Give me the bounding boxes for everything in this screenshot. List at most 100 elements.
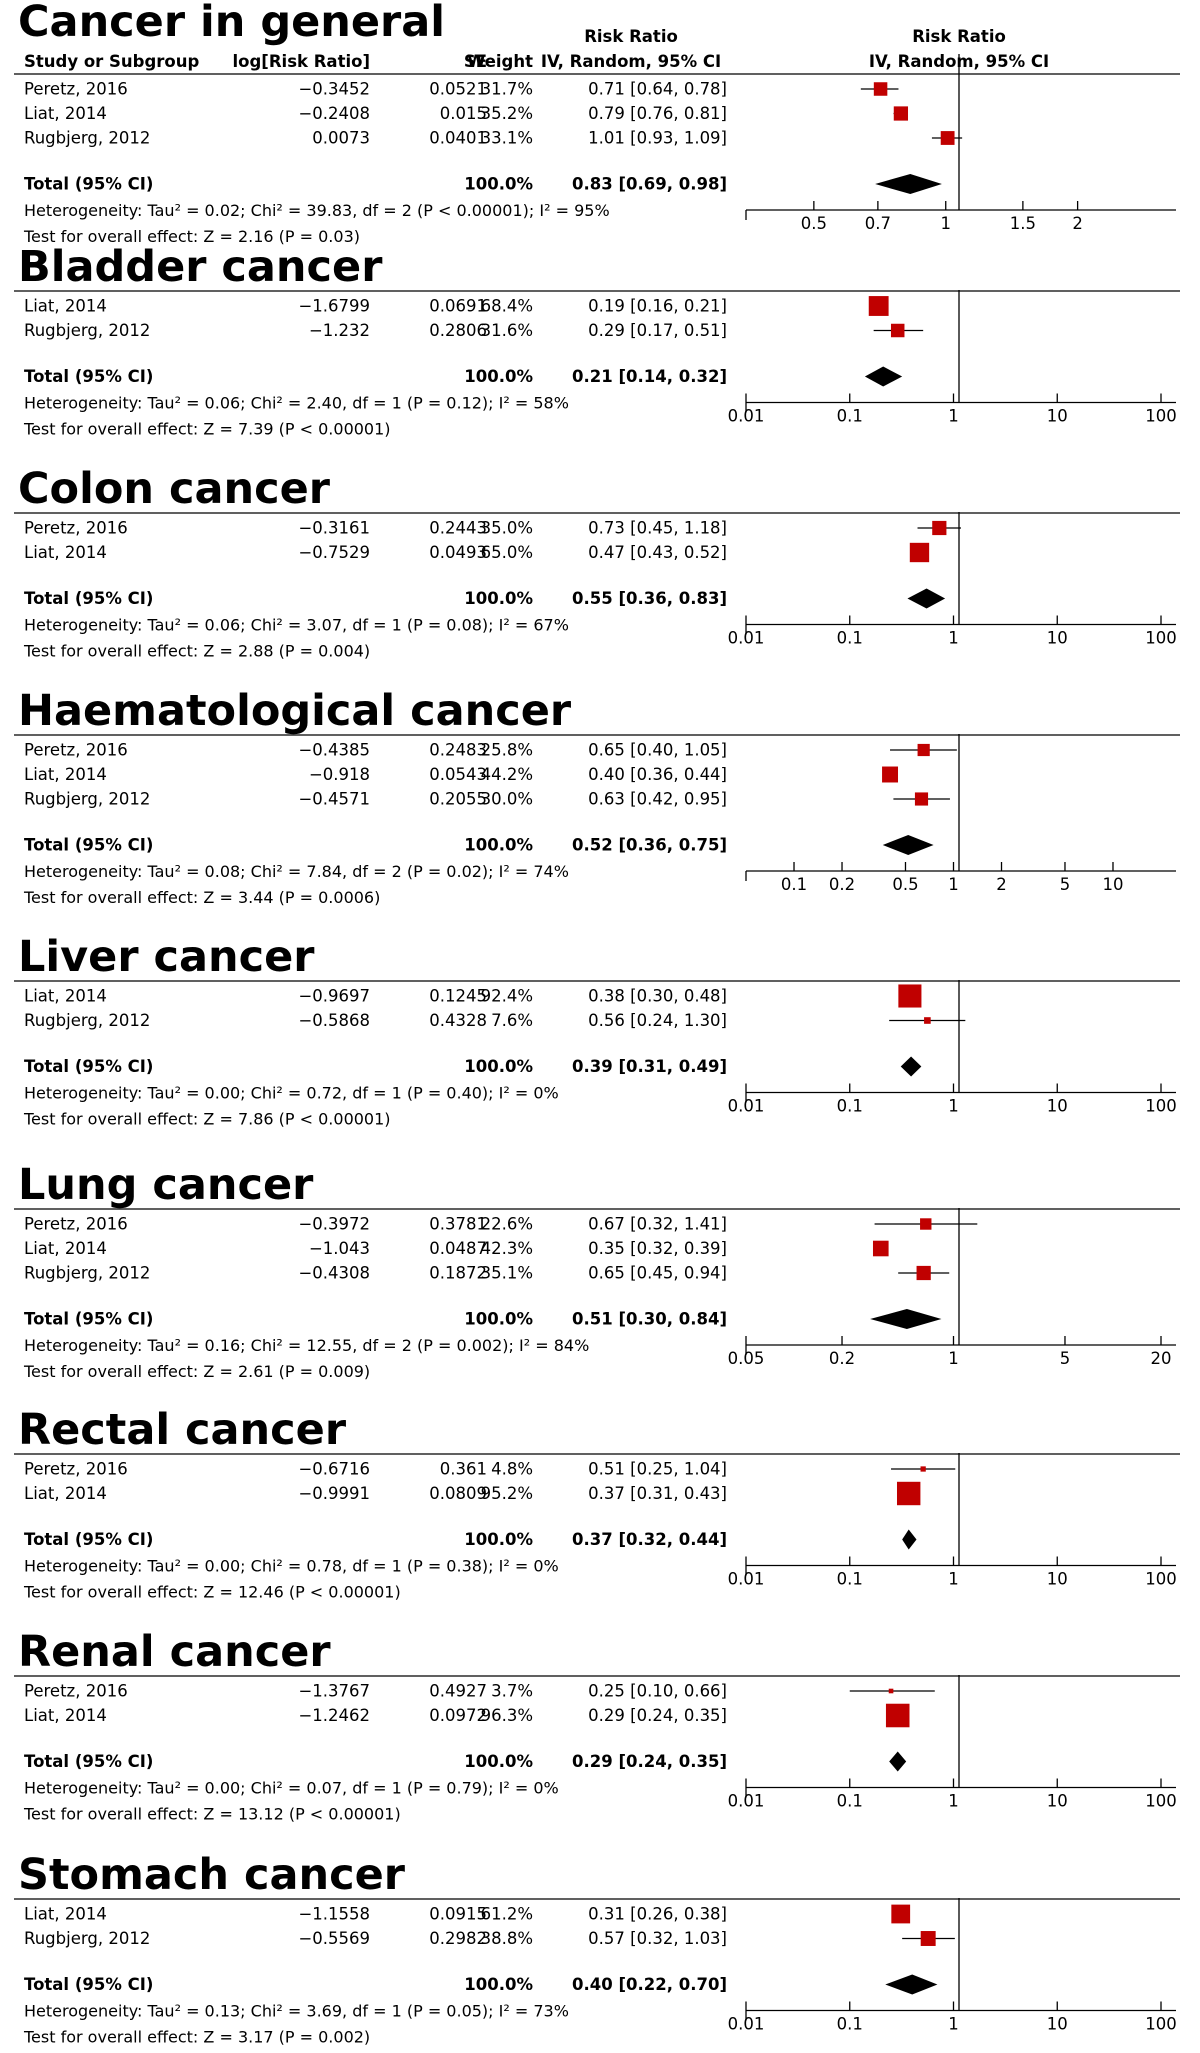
study-se: 0.4328 (429, 1011, 487, 1030)
study-weight: 44.2% (481, 765, 533, 784)
total-row: Total (95% CI) 100.0% 0.83 [0.69, 0.98] (24, 174, 942, 194)
overall-effect-note: Test for overall effect: Z = 3.17 (P = 0… (23, 2028, 370, 2047)
overall-effect-note: Test for overall effect: Z = 7.86 (P < 0… (23, 1110, 391, 1129)
study-marker (872, 1240, 889, 1257)
study-name: Liat, 2014 (24, 543, 107, 562)
total-weight: 100.0% (464, 1530, 533, 1549)
axis-tick-label: 0.1 (837, 629, 863, 648)
study-log-rr: −0.4308 (298, 1264, 370, 1283)
axis-tick-label: 1 (948, 875, 959, 894)
study-weight: 22.6% (481, 1215, 533, 1234)
study-name: Liat, 2014 (24, 765, 107, 784)
study-weight: 35.2% (481, 104, 533, 123)
study-se: 0.4927 (429, 1682, 487, 1701)
axis-tick-label: 0.2 (829, 875, 855, 894)
study-weight: 4.8% (491, 1460, 533, 1479)
column-header-log-rr: log[Risk Ratio] (232, 52, 370, 71)
panel-title: Colon cancer (18, 464, 331, 514)
study-name: Peretz, 2016 (24, 1460, 128, 1479)
study-ci: 0.79 [0.76, 0.81] (588, 104, 727, 123)
heterogeneity-note: Heterogeneity: Tau² = 0.00; Chi² = 0.72,… (24, 1084, 559, 1103)
study-se: 0.0493 (429, 543, 487, 562)
total-ci: 0.52 [0.36, 0.75] (572, 836, 727, 855)
total-ci: 0.37 [0.32, 0.44] (572, 1530, 727, 1549)
study-ci: 0.57 [0.32, 1.03] (588, 1929, 727, 1948)
axis-tick-label: 0.2 (829, 1349, 855, 1368)
forest-panel: Colon cancer Peretz, 2016 −0.3161 0.244335.… (14, 464, 1180, 661)
study-marker (898, 984, 922, 1008)
study-marker (873, 82, 888, 96)
panel-title: Bladder cancer (18, 242, 383, 292)
total-weight: 100.0% (464, 1975, 533, 1994)
study-weight: 35.0% (481, 519, 533, 538)
study-name: Liat, 2014 (24, 1706, 107, 1725)
study-name: Peretz, 2016 (24, 80, 128, 99)
study-marker (914, 792, 929, 806)
total-label: Total (95% CI) (24, 836, 153, 855)
study-weight: 96.3% (481, 1706, 533, 1725)
study-ci: 0.40 [0.36, 0.44] (588, 765, 727, 784)
axis-tick-label: 10 (1102, 875, 1123, 894)
study-se: 0.0691 (429, 297, 487, 316)
study-log-rr: −1.6799 (298, 297, 370, 316)
study-marker (909, 542, 930, 563)
heterogeneity-note: Heterogeneity: Tau² = 0.06; Chi² = 3.07,… (24, 616, 569, 635)
axis-tick-label: 10 (1047, 1792, 1068, 1811)
total-weight: 100.0% (464, 836, 533, 855)
study-weight: 38.8% (481, 1929, 533, 1948)
axis-tick-label: 100 (1145, 1570, 1177, 1589)
study-name: Liat, 2014 (24, 987, 107, 1006)
total-row: Total (95% CI) 100.0% 0.37 [0.32, 0.44] (24, 1529, 917, 1550)
total-ci: 0.29 [0.24, 0.35] (572, 1752, 727, 1771)
study-row: Peretz, 2016 −0.6716 0.361 4.8% 0.51 [0.25, … (24, 1460, 956, 1479)
header-risk-ratio-right: Risk Ratio (912, 27, 1006, 46)
study-marker (868, 296, 889, 316)
study-ci: 0.51 [0.25, 1.04] (588, 1460, 727, 1479)
study-marker (940, 131, 955, 145)
study-ci: 0.56 [0.24, 1.30] (588, 1011, 727, 1030)
forest-panel: Cancer in general Peretz, 2016 −0.3452 0.05… (14, 0, 1180, 246)
total-weight: 100.0% (464, 175, 533, 194)
study-se: 0.0915 (429, 1905, 487, 1924)
total-row: Total (95% CI) 100.0% 0.55 [0.36, 0.83] (24, 588, 946, 609)
axis-tick-label: 1 (948, 407, 959, 426)
total-label: Total (95% CI) (24, 175, 153, 194)
study-ci: 0.31 [0.26, 0.38] (588, 1905, 727, 1924)
total-ci: 0.55 [0.36, 0.83] (572, 589, 727, 608)
total-weight: 100.0% (464, 1752, 533, 1771)
total-ci: 0.83 [0.69, 0.98] (572, 175, 727, 194)
study-row: Peretz, 2016 −1.3767 0.4927 3.7% 0.25 [0.10,… (24, 1682, 935, 1701)
heterogeneity-note: Heterogeneity: Tau² = 0.02; Chi² = 39.83… (24, 201, 610, 220)
study-se: 0.2982 (429, 1929, 487, 1948)
study-log-rr: −1.1558 (298, 1905, 370, 1924)
forest-panel: Haematological cancer Peretz, 2016 −0.4385… (14, 686, 1180, 907)
study-log-rr: −1.3767 (298, 1682, 370, 1701)
axis-tick-label: 0.1 (837, 1570, 863, 1589)
study-log-rr: −0.3452 (298, 80, 370, 99)
panel-title: Liver cancer (18, 932, 315, 982)
study-weight: 33.1% (481, 129, 533, 148)
study-ci: 0.47 [0.43, 0.52] (588, 543, 727, 562)
overall-effect-note: Test for overall effect: Z = 2.16 (P = 0… (23, 227, 360, 246)
study-ci: 0.71 [0.64, 0.78] (588, 80, 727, 99)
panel-title: Lung cancer (18, 1160, 314, 1210)
study-row: Rugbjerg, 2012 −0.5868 0.4328 7.6% 0.56 [0.2… (24, 1011, 966, 1030)
study-weight: 3.7% (491, 1682, 533, 1701)
study-ci: 0.29 [0.24, 0.35] (588, 1706, 727, 1725)
axis-tick-label: 5 (1060, 875, 1071, 894)
study-ci: 0.19 [0.16, 0.21] (588, 297, 727, 316)
study-se: 0.2443 (429, 519, 487, 538)
column-header-ci: IV, Random, 95% CI (541, 52, 721, 71)
summary-diamond (875, 174, 942, 194)
total-row: Total (95% CI) 100.0% 0.29 [0.24, 0.35] (24, 1751, 907, 1772)
panel-title: Renal cancer (18, 1627, 331, 1677)
study-weight: 92.4% (481, 987, 533, 1006)
study-marker (932, 520, 947, 536)
